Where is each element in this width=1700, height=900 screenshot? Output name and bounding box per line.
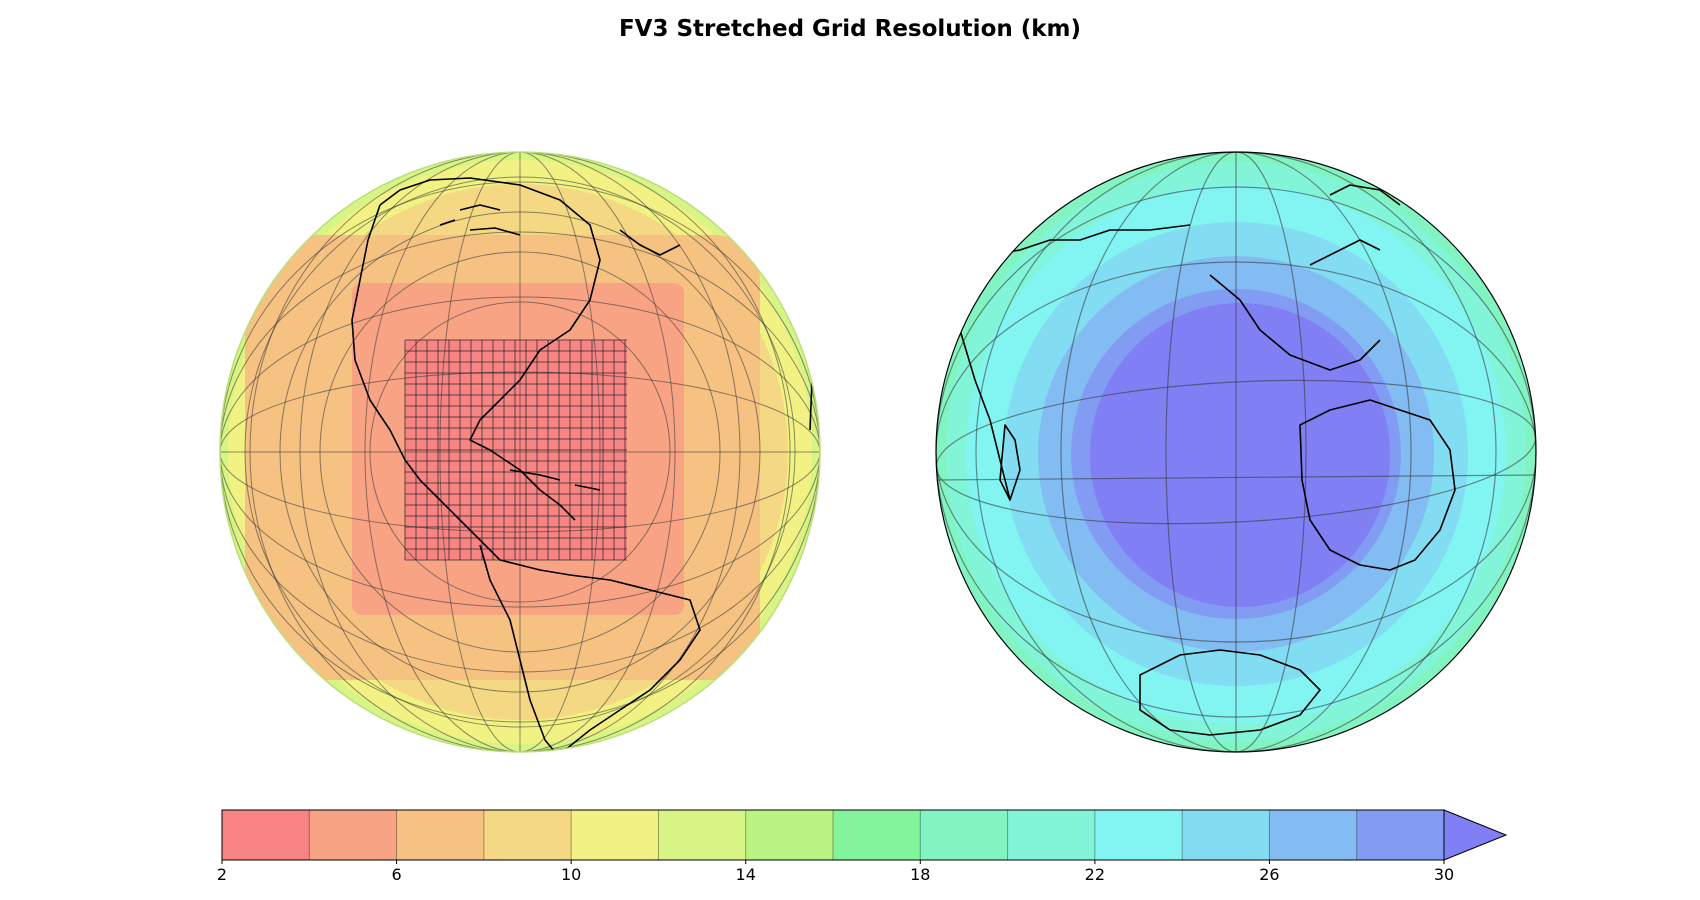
colorbar-segment	[1182, 810, 1270, 860]
colorbar-segment	[833, 810, 921, 860]
outer-grid	[220, 152, 820, 752]
colorbar-tick-label: 6	[391, 865, 401, 884]
dense-grid	[404, 339, 627, 561]
colorbar-tick-label: 26	[1259, 865, 1279, 884]
colorbar-segment	[309, 810, 398, 860]
colorbar-tick-label: 14	[736, 865, 756, 884]
globe-west	[219, 151, 821, 753]
colorbar-segment	[1356, 810, 1445, 860]
colorbar-segment	[745, 810, 834, 860]
colorbar-tick-label: 30	[1434, 865, 1454, 884]
colorbar: 2 6 10 14 18 22 26 30	[217, 809, 1508, 884]
colorbar-extend-arrow	[1443, 809, 1508, 861]
globe-east	[935, 151, 1537, 753]
colorbar-segment	[571, 810, 659, 860]
globe-east-outline	[935, 151, 1537, 753]
colorbar-tick-label: 10	[561, 865, 581, 884]
resolution-zone-30km-plus	[1090, 303, 1390, 607]
coastlines-east	[939, 184, 1456, 736]
colorbar-segment	[920, 810, 1009, 860]
globe-west-outline	[219, 151, 821, 753]
colorbar-tick-label: 18	[910, 865, 930, 884]
colorbar-segment	[222, 810, 310, 860]
colorbar-segment	[483, 810, 572, 860]
colorbar-tick-label: 22	[1085, 865, 1105, 884]
colorbar-segment	[396, 810, 485, 860]
colorbar-segment	[1094, 810, 1183, 860]
colorbar-outline	[221, 809, 1445, 861]
colorbar-segment	[1007, 810, 1096, 860]
colorbar-tick-label: 2	[217, 865, 227, 884]
colorbar-segment	[658, 810, 747, 860]
colorbar-segment	[1269, 810, 1358, 860]
chart-title: FV3 Stretched Grid Resolution (km)	[619, 16, 1081, 42]
